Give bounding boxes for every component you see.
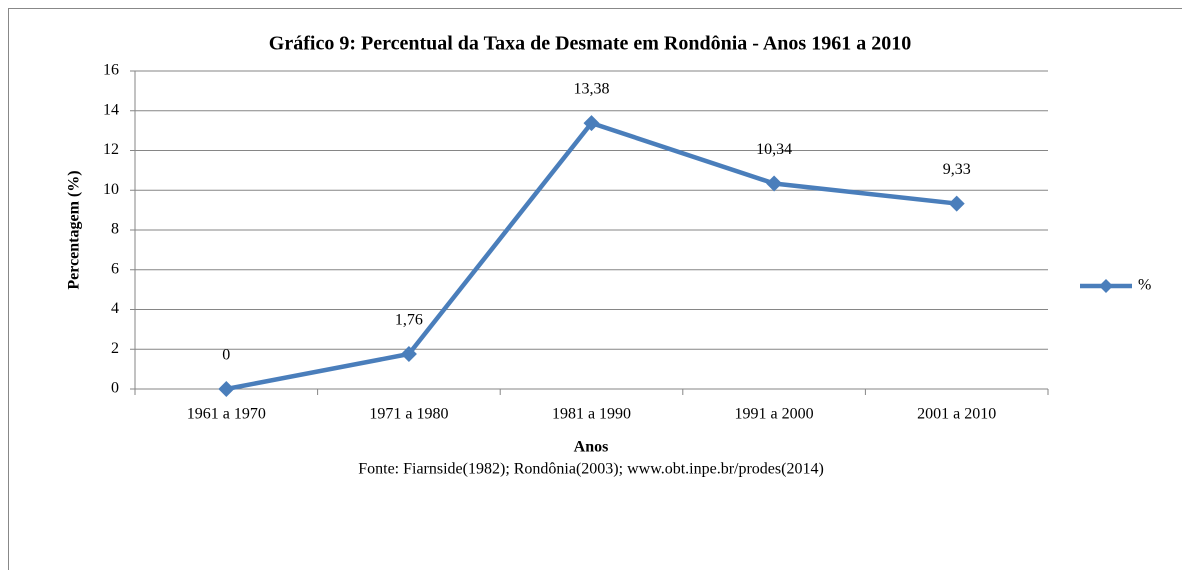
chart-title: Gráfico 9: Percentual da Taxa de Desmate… (269, 33, 911, 55)
x-axis-label: Anos (574, 439, 609, 456)
x-tick-label: 2001 a 2010 (917, 406, 996, 423)
marker (583, 115, 600, 132)
legend-marker (1099, 279, 1113, 293)
source-note: Fonte: Fiarnside(1982); Rondônia(2003); … (358, 461, 824, 478)
data-label: 13,38 (574, 81, 610, 98)
data-label: 9,33 (943, 161, 971, 178)
data-label: 10,34 (756, 141, 792, 158)
marker (948, 195, 965, 212)
x-tick-label: 1971 a 1980 (369, 406, 448, 423)
y-tick-label: 10 (103, 181, 119, 198)
marker (218, 381, 235, 397)
y-tick-label: 12 (103, 141, 119, 158)
y-tick-label: 4 (111, 300, 119, 317)
y-tick-label: 14 (103, 101, 119, 118)
marker (400, 346, 417, 363)
marker (766, 175, 783, 192)
y-tick-label: 8 (111, 221, 119, 238)
x-tick-label: 1991 a 2000 (735, 406, 814, 423)
y-tick-label: 2 (111, 340, 119, 357)
legend-label: % (1138, 277, 1151, 294)
chart-border (8, 8, 1182, 570)
x-tick-label: 1961 a 1970 (187, 406, 266, 423)
data-label: 1,76 (395, 312, 423, 329)
data-label: 0 (222, 347, 230, 364)
y-tick-label: 0 (111, 380, 119, 397)
y-tick-label: 16 (103, 62, 119, 79)
x-tick-label: 1981 a 1990 (552, 406, 631, 423)
y-tick-label: 6 (111, 260, 119, 277)
y-axis-label: Percentagem (%) (66, 170, 83, 289)
